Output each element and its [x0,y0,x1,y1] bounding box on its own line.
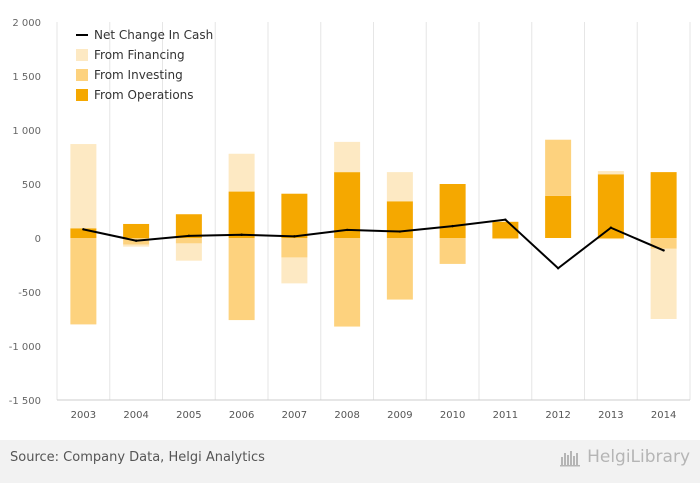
bar-from-financing [281,257,308,284]
x-tick-label: 2009 [387,410,412,421]
y-tick-label: 1 000 [12,126,41,137]
bar-from-financing [650,248,677,319]
net-change-point [187,234,191,238]
bar-from-financing [334,141,361,173]
legend-swatch [76,49,88,61]
x-tick-label: 2012 [545,410,570,421]
x-tick-label: 2004 [123,410,148,421]
bar-from-investing [175,238,202,244]
x-tick-label: 2008 [334,410,359,421]
net-change-point [451,224,454,228]
bar-from-investing [281,238,308,258]
x-tick-label: 2014 [651,410,676,421]
bar-from-operations [228,191,255,238]
x-tick-label: 2010 [440,410,465,421]
x-tick-label: 2003 [71,410,96,421]
net-change-point [240,233,243,236]
bar-from-operations [281,193,308,238]
net-change-point [82,228,85,231]
x-tick-label: 2007 [282,410,307,421]
x-tick-label: 2006 [229,410,254,421]
y-tick-label: 2 000 [12,18,41,29]
bar-from-operations [650,172,677,238]
net-change-point [556,267,560,270]
net-change-point [293,235,296,238]
bar-from-investing [334,238,361,327]
net-change-point [609,226,613,229]
bar-from-financing [70,144,97,229]
net-change-point [345,228,349,232]
y-tick-label: 500 [22,180,41,191]
x-tick-label: 2011 [493,410,518,421]
legend-swatch [76,89,88,101]
net-change-point [134,239,138,242]
source-note: Source: Company Data, Helgi Analytics [10,450,265,465]
y-tick-label: -500 [18,288,41,299]
cash-flow-chart: 2 000 1 500 1 000 500 0 -500 -1 000 -1 500 2003 2… [9,18,691,421]
bar-from-investing [228,238,255,321]
bar-from-operations [492,221,519,238]
bar-from-investing [439,238,466,264]
bar-from-financing [597,171,624,175]
legend-label: From Operations [94,88,194,102]
bar-from-financing [228,153,255,192]
net-change-line [83,218,665,270]
legend-label: From Financing [94,48,185,62]
bar-from-operations [545,195,572,238]
bar-from-operations [70,228,97,238]
net-change-point [504,218,507,221]
x-tick-label: 2005 [176,410,201,421]
bar-from-financing [386,172,413,202]
bar-from-financing [123,244,150,247]
bar-from-investing [650,238,677,249]
footer-bar [0,440,700,483]
y-tick-label: 1 500 [12,72,41,83]
net-change-point [398,230,402,233]
bar-from-investing [70,238,97,325]
bar-from-investing [492,238,519,240]
y-tick-label: -1 000 [9,342,41,353]
legend-label: Net Change In Cash [94,28,213,42]
x-tick-label: 2013 [598,410,623,421]
brand-name: HelgiLibrary [587,447,690,467]
bar-from-operations [439,184,466,238]
legend-swatch [76,69,88,81]
bar-from-operations [334,172,361,238]
bar-from-investing [545,139,572,196]
bar-from-operations [175,214,202,238]
bar-from-investing [386,238,413,300]
y-tick-label: 0 [35,234,41,245]
bar-from-financing [175,243,202,261]
net-change-point [662,249,665,252]
bar-from-investing [597,238,624,240]
helgi-library-icon [560,451,581,467]
brand-logo: HelgiLibrary [560,447,690,467]
bar-from-operations [123,223,150,238]
y-tick-label: -1 500 [9,396,41,407]
legend-label: From Investing [94,68,183,82]
